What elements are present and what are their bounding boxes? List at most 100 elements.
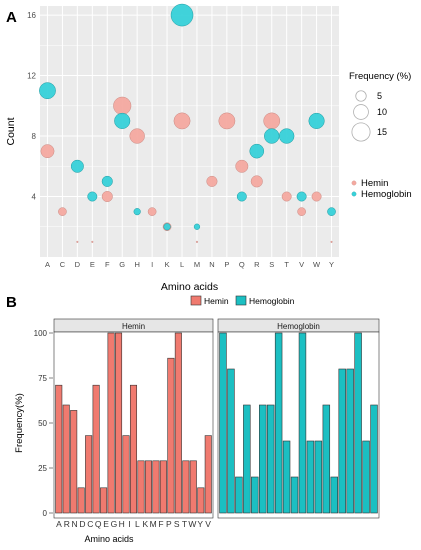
point-hemoglobin — [70, 159, 84, 173]
bar-legend-key — [190, 295, 202, 306]
x-tick-label: H — [119, 519, 125, 529]
bar-hemoglobin — [306, 440, 315, 514]
bar-hemin — [197, 487, 205, 514]
point-hemin — [58, 207, 67, 216]
bar-chart: 0 25 50 75 100 Frequency(%) Hemin Hemoglobin A R N… — [14, 318, 380, 544]
x-tick-label: M — [194, 260, 200, 269]
bar-hemin — [85, 435, 93, 514]
point-hemin — [281, 191, 292, 202]
point-hemin — [147, 207, 157, 216]
facet-strip-label: Hemin — [122, 322, 145, 331]
x-tick-label: T — [284, 260, 289, 269]
y-tick-label: 100 — [34, 329, 48, 338]
bar-hemin — [55, 384, 63, 514]
bar-hemoglobin — [362, 440, 370, 514]
x-tick-label: S — [174, 519, 180, 529]
point-hemoglobin — [114, 112, 131, 129]
plot-panel — [40, 6, 339, 257]
x-tick-label: Q — [95, 519, 102, 529]
x-tick-label: K — [142, 519, 148, 529]
y-axis-title: Frequency(%) — [14, 393, 25, 453]
point-hemoglobin — [308, 112, 325, 129]
bar-hemin — [77, 487, 85, 514]
bar-hemoglobin — [314, 440, 323, 514]
x-tick-label: G — [111, 519, 118, 529]
bar-hemoglobin — [346, 368, 354, 514]
bar-hemin — [159, 460, 167, 514]
x-tick-label: V — [205, 519, 211, 529]
bar-hemoglobin — [251, 476, 259, 514]
bar-hemoglobin — [227, 368, 235, 514]
bar-hemoglobin — [290, 476, 299, 514]
x-tick-label: N — [72, 519, 78, 529]
x-tick-label: Y — [329, 260, 334, 269]
point-hemin — [263, 112, 281, 130]
x-tick-label: D — [79, 519, 85, 529]
point-hemoglobin — [296, 191, 307, 202]
x-tick-label: Y — [197, 519, 203, 529]
bar-hemin — [115, 332, 123, 514]
x-axis-title: Amino acids — [84, 534, 134, 544]
bar-hemoglobin — [370, 404, 378, 514]
point-hemoglobin — [264, 128, 280, 144]
x-tick-label: T — [182, 519, 187, 529]
bar-legend-label: Hemoglobin — [249, 296, 295, 306]
point-hemin — [195, 240, 199, 243]
panel-label-a: A — [6, 9, 17, 26]
point-hemin — [206, 175, 218, 187]
x-tick-label: A — [56, 519, 62, 529]
x-tick-label: L — [135, 519, 140, 529]
color-legend-key — [351, 191, 357, 197]
point-hemoglobin — [236, 191, 247, 202]
point-hemoglobin — [133, 208, 141, 216]
bar-legend-label: Hemin — [204, 296, 229, 306]
y-axis-title: Count — [5, 117, 17, 145]
x-tick-label: S — [269, 260, 274, 269]
point-hemoglobin — [101, 175, 113, 187]
size-legend-key — [353, 104, 369, 120]
x-tick-label: H — [134, 260, 139, 269]
bar-hemin — [92, 384, 100, 514]
x-tick-label: W — [188, 519, 196, 529]
point-hemin — [113, 96, 132, 115]
point-hemoglobin — [249, 143, 265, 159]
x-tick-label: W — [313, 260, 321, 269]
bar-hemoglobin — [282, 440, 291, 514]
point-hemoglobin — [39, 82, 56, 100]
bar-hemoglobin — [354, 332, 362, 514]
point-hemin — [250, 175, 263, 188]
bar-hemoglobin — [338, 368, 346, 514]
bar-hemin — [174, 332, 182, 514]
x-tick-label: V — [299, 260, 304, 269]
facet-strip-label: Hemoglobin — [277, 322, 320, 331]
point-hemin — [101, 191, 113, 203]
bar-hemin — [204, 435, 212, 514]
x-tick-label: K — [165, 260, 170, 269]
bar-hemin — [70, 410, 78, 514]
point-hemoglobin — [170, 3, 194, 27]
y-tick-label: 12 — [27, 72, 36, 81]
x-tick-label: I — [128, 519, 130, 529]
point-hemin — [330, 240, 333, 243]
point-hemin — [173, 112, 191, 130]
color-legend-label: Hemin — [361, 178, 388, 189]
x-tick-label: P — [166, 519, 172, 529]
bar-hemin — [152, 460, 160, 514]
bar-hemoglobin — [235, 476, 243, 514]
y-tick-label: 16 — [27, 11, 36, 20]
y-tick-label: 8 — [32, 132, 37, 141]
x-tick-label: P — [224, 260, 229, 269]
size-legend-label: 15 — [377, 127, 387, 137]
bar-hemoglobin — [243, 404, 251, 514]
point-hemin — [311, 191, 322, 202]
color-legend-key — [351, 180, 357, 186]
bubble-chart: 4 8 12 16 A C D E F G H I K L M N P Q R S T V W Y Amino acids Cou… — [5, 3, 339, 293]
bar-hemin — [182, 460, 190, 514]
point-hemoglobin — [327, 207, 336, 216]
point-hemin — [218, 112, 236, 130]
bar-hemin — [62, 404, 70, 514]
x-tick-label: G — [119, 260, 125, 269]
point-hemoglobin — [163, 223, 171, 231]
